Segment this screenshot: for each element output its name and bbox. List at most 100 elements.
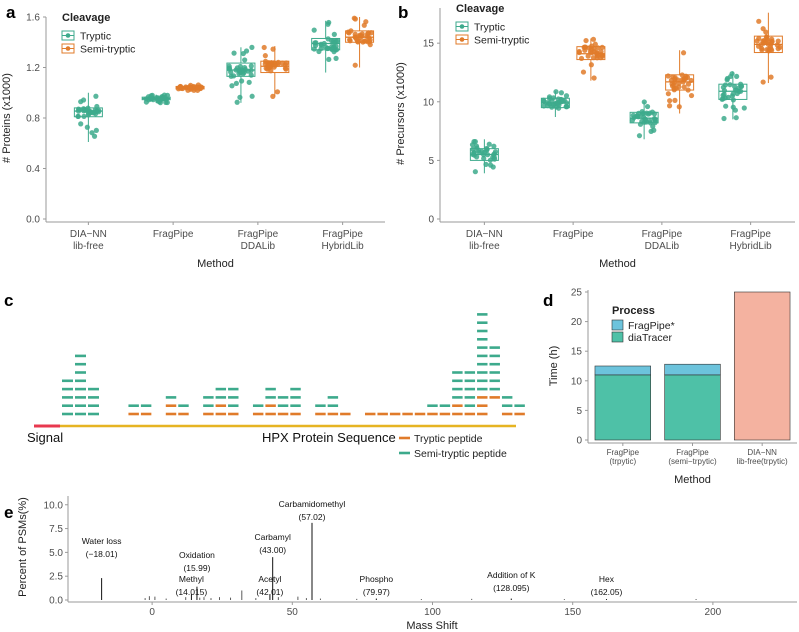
data-point — [487, 157, 493, 163]
peak-value: (128.095) — [493, 583, 530, 593]
data-point — [721, 88, 728, 94]
data-point — [665, 73, 671, 79]
data-point — [680, 50, 687, 56]
data-point — [591, 75, 597, 81]
peak-name: Carbamyl — [254, 532, 290, 542]
panel-d-time-chart: 0 5 10 15 20 25 Time (h) FragPipe (trpytic) FragP… — [548, 288, 797, 486]
y-tick-label: 0.4 — [26, 164, 40, 175]
data-point — [491, 143, 497, 149]
data-point — [483, 161, 489, 167]
x-tick-label: DIA−NN lib-free(trpytic) — [737, 448, 788, 466]
data-point — [261, 44, 267, 51]
legend-label: Tryptic — [80, 31, 111, 43]
data-point — [666, 103, 673, 109]
panel-a-proteins-chart: 0.0 0.4 0.8 1.2 1.6 DIA−NN lib-free FragPipe Fra… — [1, 12, 385, 270]
data-point — [233, 80, 240, 87]
peak-name: Acetyl — [258, 574, 281, 584]
data-point — [768, 46, 774, 52]
data-point — [636, 133, 643, 139]
data-point — [334, 38, 340, 44]
data-point — [237, 63, 243, 70]
x-tick-label: 0 — [149, 607, 155, 618]
y-axis-title: # Precursors (x1000) — [395, 62, 407, 165]
data-point — [667, 98, 673, 104]
data-point — [311, 27, 317, 33]
data-point — [248, 63, 254, 69]
data-point — [357, 33, 363, 39]
data-point — [326, 56, 332, 63]
peak-value: (15.99) — [183, 563, 210, 573]
data-point — [583, 37, 589, 44]
data-point — [352, 62, 358, 68]
data-point — [556, 105, 562, 111]
panel-label-c: c — [4, 291, 13, 310]
data-point — [472, 139, 478, 145]
data-point — [473, 143, 480, 149]
data-point — [150, 97, 156, 103]
panel-b-precursors-chart: 0 5 10 15 DIA−NN lib-free FragPipe FragPipe DDAL… — [395, 3, 795, 270]
data-point — [361, 38, 367, 44]
y-tick-label: 1.6 — [26, 13, 40, 24]
data-point — [546, 100, 552, 107]
sequence-label: HPX Protein Sequence — [262, 430, 396, 445]
data-point — [226, 66, 232, 72]
data-point — [188, 86, 194, 92]
data-point — [474, 154, 480, 160]
data-point — [148, 93, 154, 99]
legend-swatch-dot — [65, 46, 71, 51]
data-point — [681, 84, 687, 90]
panel-e-mass-shift-chart: 0.0 2.5 5.0 7.5 10.0 0 50 100 150 200 Mass Shift Pe… — [17, 496, 797, 632]
data-point — [279, 60, 286, 66]
data-point — [738, 81, 744, 87]
data-point — [550, 95, 557, 101]
panel-label-d: d — [543, 291, 553, 310]
x-tick-label: DIA−NN lib-free — [70, 229, 107, 252]
data-point — [730, 97, 736, 103]
data-point — [282, 65, 289, 71]
x-tick-label: 200 — [705, 607, 722, 618]
data-point — [549, 104, 555, 110]
data-point — [734, 73, 740, 80]
x-tick-label: FragPipe HybridLib — [730, 229, 773, 252]
legend-swatch-dot — [65, 33, 71, 38]
legend-label: Tryptic — [474, 22, 505, 34]
y-tick-label: 10 — [571, 376, 583, 387]
data-point — [84, 124, 90, 130]
data-point — [558, 90, 565, 96]
bar-segment — [664, 374, 721, 441]
x-tick-label: 100 — [424, 607, 441, 618]
data-point — [266, 64, 273, 70]
data-point — [635, 113, 641, 119]
data-point — [723, 103, 729, 109]
data-point — [581, 44, 587, 50]
data-point — [239, 78, 245, 84]
data-point — [361, 22, 367, 28]
peak-name: Phospho — [360, 574, 394, 584]
data-point — [722, 82, 729, 88]
panel-label-b: b — [398, 3, 408, 22]
data-point — [231, 50, 237, 56]
y-tick-label: 5.0 — [49, 548, 63, 559]
peak-value: (−18.01) — [86, 549, 118, 559]
data-point — [734, 87, 740, 93]
data-point — [328, 37, 335, 44]
peak-value: (79.97) — [363, 587, 390, 597]
data-point — [325, 21, 331, 27]
data-point — [760, 38, 766, 44]
data-point — [242, 64, 248, 71]
x-tick-label: FragPipe — [153, 229, 194, 240]
data-point — [592, 41, 598, 47]
data-point — [650, 123, 656, 129]
data-point — [180, 85, 186, 92]
y-tick-label: 0 — [428, 215, 434, 226]
legend-label: diaTracer — [628, 332, 672, 344]
data-point — [89, 130, 95, 136]
legend-label: Tryptic peptide — [414, 433, 483, 445]
y-tick-label: 10.0 — [44, 500, 64, 511]
data-point — [249, 44, 255, 50]
data-point — [688, 92, 695, 99]
legend-label: Semi-tryptic — [474, 35, 529, 47]
data-point — [768, 74, 774, 80]
data-point — [685, 81, 692, 87]
data-point — [78, 121, 84, 127]
